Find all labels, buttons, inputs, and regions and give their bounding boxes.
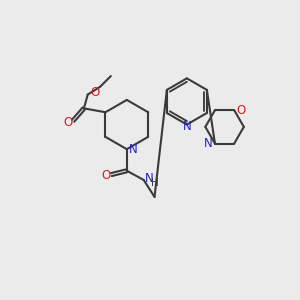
Text: N: N [182,120,191,134]
Text: O: O [101,169,111,182]
Text: O: O [90,86,99,99]
Text: O: O [63,116,72,129]
Text: H: H [152,178,159,188]
Text: N: N [129,143,138,156]
Text: N: N [204,137,213,150]
Text: N: N [145,172,154,185]
Text: O: O [236,104,246,117]
